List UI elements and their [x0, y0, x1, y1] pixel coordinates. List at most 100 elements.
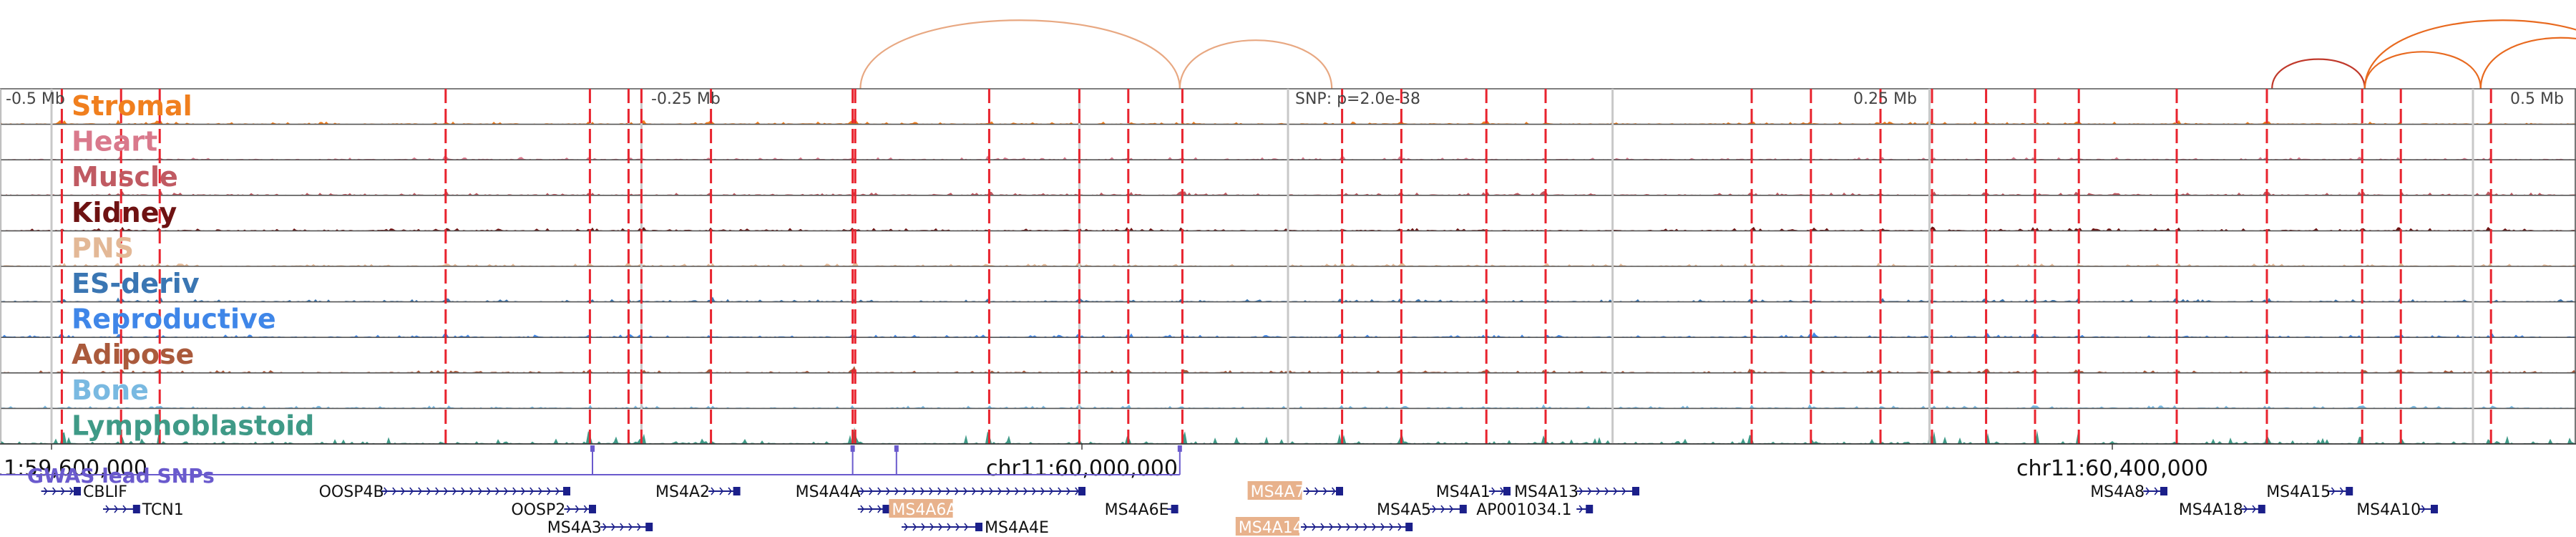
loop-arc-4 [2363, 19, 2576, 90]
gene-strand-arrow [105, 505, 110, 513]
gene-label-oosp2: OOSP2 [511, 501, 565, 519]
gene-strand-arrow [1312, 523, 1317, 531]
gene-strand-arrow [461, 487, 465, 495]
gene-label-ms4a8: MS4A8 [2090, 483, 2145, 501]
gene-strand-arrow [444, 487, 448, 495]
gene-exon-ms4a2 [733, 487, 741, 495]
track-signal-heart [0, 155, 2576, 160]
gene-exon-cblif [74, 487, 81, 495]
gene-strand-arrow [1500, 487, 1504, 495]
gene-exon-ms4a18 [2258, 505, 2265, 513]
ruler-label-2: SNP: p=2.0e-38 [1295, 90, 1420, 108]
gene-highlight-ms4a14 [1235, 517, 1299, 536]
gene-ms4a13: MS4A13 [1514, 483, 1639, 501]
gene-exon-ms4a10 [2431, 505, 2438, 513]
genomic-axis: chr11:59,600,000 chr11:60,000,000 chr11:60… [0, 443, 2576, 481]
gene-exon-ms4a4e [975, 523, 982, 531]
gene-ms4a4a: MS4A4A [796, 483, 1085, 501]
axis-tick-label-2: chr11:60,400,000 [2016, 456, 2208, 481]
gene-strand-arrow [1322, 487, 1327, 495]
gene-strand-arrow [1066, 487, 1070, 495]
track-signal-stromal [0, 119, 2576, 125]
gene-strand-arrow [989, 487, 993, 495]
gene-strand-arrow [980, 487, 985, 495]
gene-strand-arrow [478, 487, 482, 495]
variant-markers [0, 89, 2492, 444]
gene-strand-arrow [869, 487, 873, 495]
gene-strand-arrow [575, 505, 580, 513]
gene-strand-arrow [628, 523, 633, 531]
gene-strand-arrow [955, 523, 960, 531]
gene-strand-arrow [904, 523, 909, 531]
gwas-snp-marker-0 [590, 445, 595, 452]
gwas-lead-snps: GWAS lead SNPs [0, 445, 1182, 488]
gwas-snp-marker-1 [850, 445, 855, 452]
gene-strand-arrow [1058, 487, 1062, 495]
gene-strand-arrow [418, 487, 422, 495]
gene-strand-arrow [1015, 487, 1019, 495]
gene-ms4a5: MS4A5 [1377, 501, 1467, 519]
gwas-snp-marker-2 [894, 445, 899, 452]
gene-label-ms4a2: MS4A2 [655, 483, 710, 501]
gene-strand-arrow [1303, 523, 1308, 531]
gene-strand-arrow [52, 487, 57, 495]
track-label-heart: Heart [72, 126, 157, 158]
gene-strand-arrow [1491, 487, 1496, 495]
gene-exon-oosp2 [589, 505, 596, 513]
gene-strand-arrow [452, 487, 457, 495]
gene-strand-arrow [877, 505, 882, 513]
gene-strand-arrow [2252, 505, 2257, 513]
axis-tick-label-1: chr11:60,000,000 [986, 456, 1178, 481]
gene-strand-arrow [611, 523, 615, 531]
gene-strand-arrow [719, 487, 724, 495]
gene-strand-arrow [972, 487, 976, 495]
gene-ms4a1: MS4A1 [1436, 483, 1511, 501]
gene-strand-arrow [877, 487, 882, 495]
loop-arc-2 [2271, 58, 2366, 90]
gene-ap001034.1: AP001034.1 [1476, 501, 1594, 519]
gene-strand-arrow [1440, 505, 1445, 513]
ruler-label-1: -0.25 Mb [651, 90, 721, 108]
gene-label-cblif: CBLIF [83, 483, 127, 501]
gene-strand-arrow [963, 487, 967, 495]
gene-strand-arrow [384, 487, 388, 495]
gene-strand-arrow [1380, 523, 1385, 531]
gene-strand-arrow [1579, 487, 1584, 495]
gene-strand-arrow [886, 487, 890, 495]
gene-strand-arrow [1579, 505, 1584, 513]
gene-strand-arrow [583, 505, 588, 513]
loop-arc-3 [2363, 51, 2482, 90]
gene-strand-arrow [1432, 505, 1437, 513]
gene-cblif: CBLIF [41, 483, 127, 501]
gene-exon-ms4a1 [1503, 487, 1511, 495]
gene-strand-arrow [495, 487, 499, 495]
gene-strand-arrow [620, 523, 624, 531]
gene-label-ms4a15: MS4A15 [2266, 483, 2331, 501]
gene-strand-arrow [1363, 523, 1368, 531]
gene-strand-arrow [114, 505, 119, 513]
track-label-pns: PNS [72, 232, 134, 263]
gene-label-ms4a4e: MS4A4E [985, 519, 1049, 537]
gene-exon-ms4a5 [1459, 505, 1467, 513]
gene-ms4a3: MS4A3 [547, 519, 653, 537]
gene-label-ms4a10: MS4A10 [2356, 501, 2421, 519]
gene-ms4a4e: MS4A4E [902, 519, 1049, 537]
loop-arc-0 [859, 19, 1181, 90]
gene-exon-oosp4b [563, 487, 570, 495]
gene-strand-arrow [955, 487, 959, 495]
loop-arc-5 [2479, 37, 2576, 90]
gene-strand-arrow [860, 487, 864, 495]
gene-ms4a6a: MS4A6A [857, 499, 957, 519]
gene-strand-arrow [912, 523, 917, 531]
gene-strand-arrow [937, 487, 942, 495]
gene-strand-arrow [920, 487, 924, 495]
gwas-snp-marker-3 [1177, 445, 1182, 452]
gene-oosp2: OOSP2 [511, 501, 596, 519]
gene-strand-arrow [894, 487, 899, 495]
gene-oosp4b: OOSP4B [319, 483, 570, 501]
gene-strand-arrow [487, 487, 491, 495]
track-signal-lymphoblastoid [0, 427, 2576, 444]
gene-strand-arrow [2154, 487, 2159, 495]
gene-strand-arrow [1604, 487, 1609, 495]
gene-strand-arrow [43, 487, 48, 495]
